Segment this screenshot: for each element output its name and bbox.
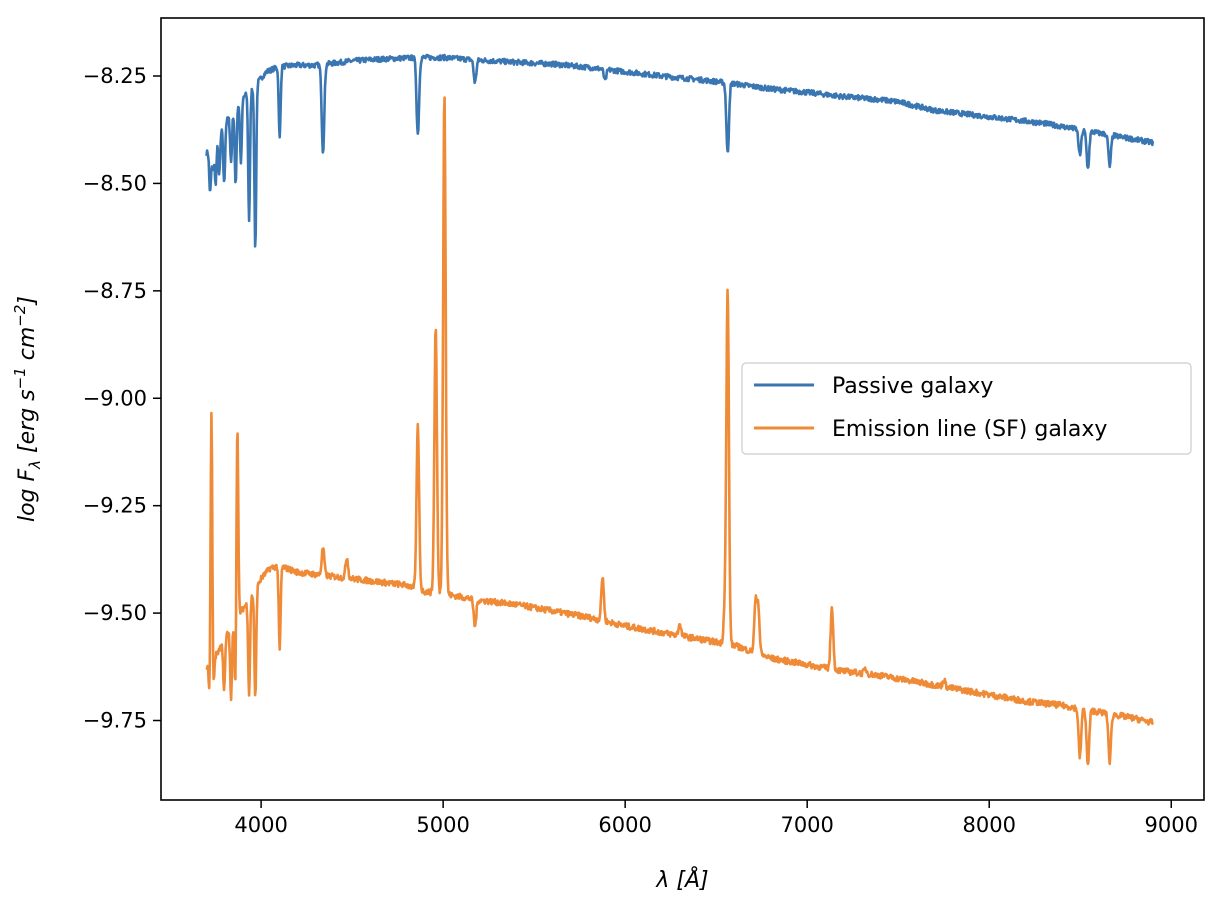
x-axis: 4000 5000 6000 7000 8000 9000	[234, 800, 1198, 837]
y-tick-label: −9.25	[83, 494, 147, 518]
series-line-passive	[205, 53, 1155, 248]
x-tick-label: 5000	[416, 813, 469, 837]
y-tick-label: −9.00	[83, 386, 147, 410]
legend-box	[741, 362, 1192, 455]
plot-frame	[160, 17, 1205, 801]
x-tick-label: 8000	[962, 813, 1015, 837]
x-tick-label: 9000	[1145, 813, 1198, 837]
x-tick-label: 4000	[234, 813, 287, 837]
y-axis-label: log Fλ [erg s−1 cm−2]	[11, 296, 44, 522]
y-tick-label: −8.50	[83, 171, 147, 195]
y-axis: −8.25 −8.50 −8.75 −9.00 −9.25 −9.50 −9.75	[83, 64, 161, 733]
y-tick-label: −9.75	[83, 709, 147, 733]
series-line-sf	[205, 96, 1155, 766]
x-axis-label: λ [Å]	[655, 866, 708, 893]
series-layer	[205, 53, 1155, 766]
y-tick-label: −8.75	[83, 279, 147, 303]
x-tick-label: 6000	[598, 813, 651, 837]
y-tick-label: −9.50	[83, 601, 147, 625]
x-tick-label: 7000	[780, 813, 833, 837]
legend-label-sf: Emission line (SF) galaxy	[832, 417, 1107, 442]
legend: Passive galaxy Emission line (SF) galaxy	[741, 362, 1192, 455]
legend-label-passive: Passive galaxy	[832, 374, 993, 399]
y-tick-label: −8.25	[83, 64, 147, 88]
